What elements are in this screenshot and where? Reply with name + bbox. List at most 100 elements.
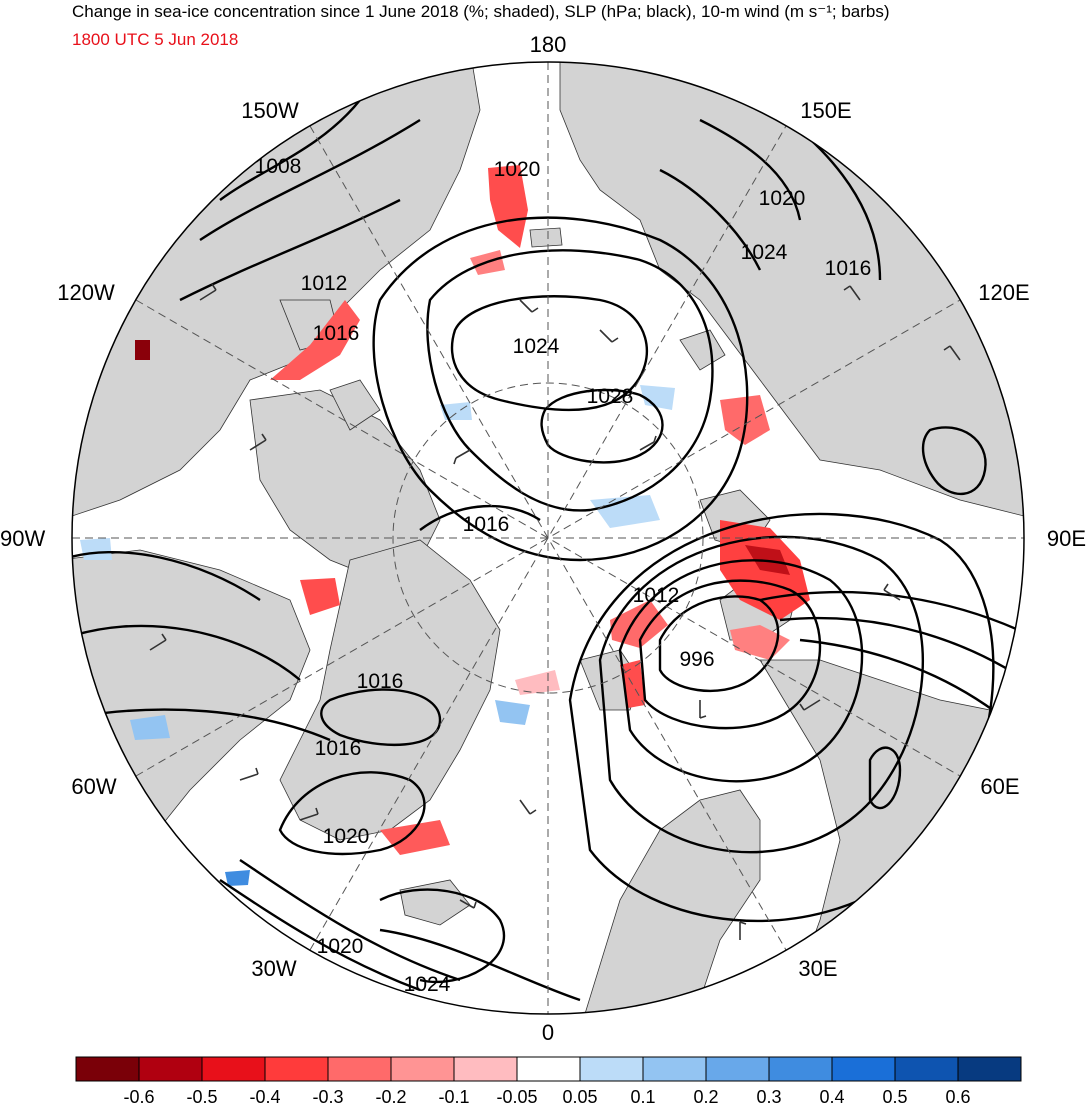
colorbar-label: 0.6 [945,1087,970,1106]
lon-label-60e: 60E [980,774,1019,799]
wind-barb [599,329,619,343]
colorbar-swatch [579,1056,644,1082]
latitude-circle [392,382,704,694]
slp-contour-1008 [598,535,924,854]
slp-label: 996 [679,648,714,671]
land-scandinavia [579,789,761,1014]
colorbar-swatch [768,1056,833,1082]
slp-contour-1008-nw [219,99,361,201]
lon-label-150w: 150W [241,98,299,123]
land-island-2 [329,379,381,431]
slp-contour-ne-loop [921,426,987,495]
colorbar-swatch [894,1056,959,1082]
ice-decrease-7 [300,578,340,615]
slp-label: 1024 [741,241,788,264]
wind-barb [883,583,901,601]
slp-label: 1028 [587,385,634,408]
wind-barb [699,700,707,719]
slp-label: 1020 [323,825,370,848]
wind-barb [963,845,981,861]
slp-label: 1016 [315,737,362,760]
lon-label-30w: 30W [251,956,296,981]
ice-decrease-13 [515,670,560,695]
wind-barb [149,633,167,651]
colorbar: -0.6 -0.5 -0.4 -0.3 -0.2 -0.1 -0.05 0.05 0.1 0.2 0… [75,1056,1022,1106]
slp-label: 1020 [317,935,364,958]
lon-label-90e: 90E [1047,526,1086,551]
wind-barb [459,899,477,909]
map-boundary [71,61,1025,1015]
colorbar-swatch [516,1056,581,1082]
longitude-labels: 180 0 90W 90E 150W 150E 120W 120E 60W 60… [0,32,1086,1045]
colorbar-label: -0.1 [438,1087,469,1106]
slp-contour-1004 [618,559,864,783]
slp-contour-atl-3 [379,888,506,984]
slp-contour-1024-high [450,295,649,412]
slp-contour-996-low [658,595,780,693]
colorbar-label: -0.6 [123,1087,154,1106]
colorbar-swatch [264,1056,329,1082]
slp-contour-1000 [638,579,822,730]
ice-increase-4 [225,870,250,886]
lon-label-60w: 60W [71,774,116,799]
slp-contour-1028 [540,388,664,464]
colorbar-swatch [201,1056,266,1082]
slp-label: 1020 [494,158,541,181]
slp-contour-atl-1024 [379,928,581,1002]
slp-contours [72,99,1024,1002]
lon-label-180: 180 [530,32,567,57]
slp-label: 1012 [633,584,680,607]
slp-contour-1016-arc [372,216,749,562]
colorbar-label: -0.05 [496,1087,537,1106]
colorbar-label: -0.5 [186,1087,217,1106]
wind-barb [639,435,657,451]
colorbar-swatch [75,1056,140,1082]
slp-label: 1016 [825,257,872,280]
colorbar-label: -0.4 [249,1087,280,1106]
ice-increase-3 [495,700,530,725]
slp-contour-greenland-1020 [278,771,426,856]
slp-contour-se-loop [868,746,902,809]
ice-increase-1 [590,495,660,528]
slp-contour-atl-1 [219,879,421,992]
colorbar-label: -0.3 [312,1087,343,1106]
slp-contour-east-1 [759,590,1024,642]
slp-contour-1020-arc [426,249,714,512]
wind-barb [843,285,861,301]
lon-label-150e: 150E [800,98,851,123]
slp-label: 1024 [513,335,560,358]
meridian-150 [309,125,787,951]
colorbar-label: -0.2 [375,1087,406,1106]
ocean [72,62,1024,1014]
slp-contour-1012-nw [199,118,421,241]
wind-barb [799,699,821,711]
ice-increase-2 [640,385,675,410]
slp-contour-ne-1020 [699,118,802,221]
colorbar-swatch [957,1056,1022,1082]
graticule [72,62,1024,1014]
wind-barb [519,799,537,815]
slp-contour-west-2 [72,624,301,681]
lon-label-120w: 120W [57,280,115,305]
colorbar-swatch [642,1056,707,1082]
wind-barb [943,345,961,361]
ice-decrease-10 [380,820,450,855]
slp-contour-west-1 [72,550,261,601]
wind-barb [199,283,217,301]
slp-contour-ne-1024 [659,168,762,271]
map-title: Change in sea-ice concentration since 1 … [72,2,890,21]
lon-label-90w: 90W [0,526,45,551]
colorbar-label: 0.5 [882,1087,907,1106]
colorbar-label: 0.2 [693,1087,718,1106]
slp-label: 1024 [404,973,451,996]
wind-barb [299,807,319,821]
wind-barb [239,767,259,781]
slp-label: 1016 [357,670,404,693]
ice-increase-6 [80,538,112,560]
colorbar-label: 0.1 [630,1087,655,1106]
colorbar-swatch [453,1056,518,1082]
slp-contour-1016-nw [179,198,401,302]
land-nsi [679,329,726,371]
colorbar-swatch [390,1056,455,1082]
